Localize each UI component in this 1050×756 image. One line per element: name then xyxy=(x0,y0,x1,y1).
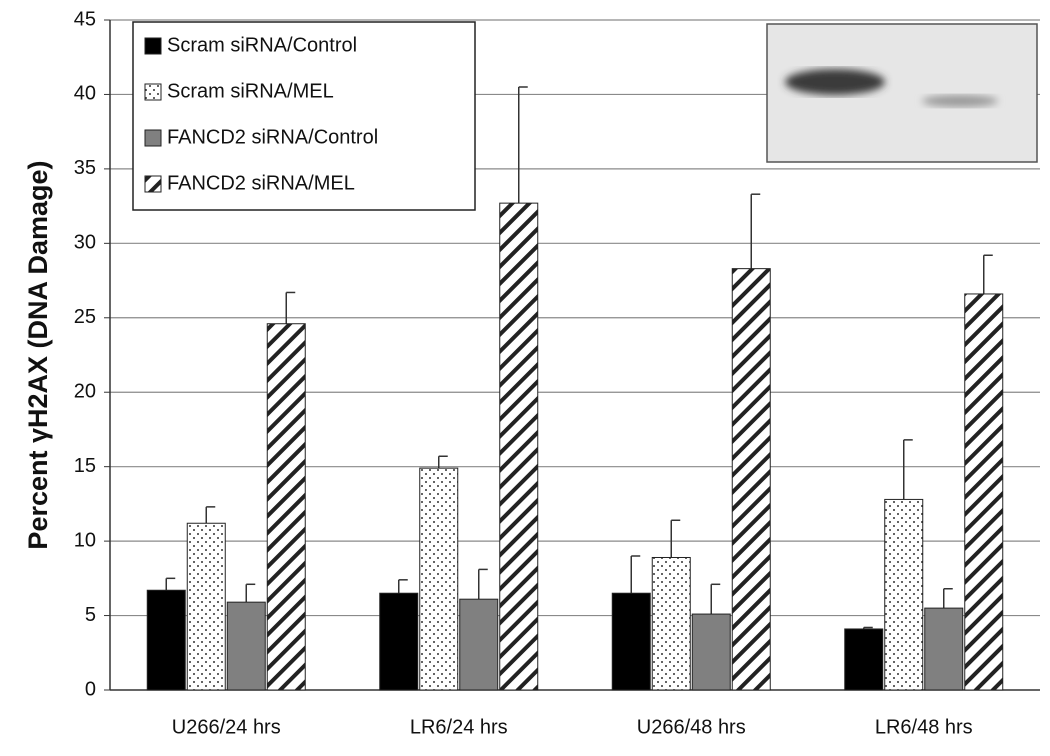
bar xyxy=(419,467,459,691)
bar xyxy=(691,613,731,691)
y-tick-label: 40 xyxy=(74,83,96,105)
legend-box xyxy=(132,21,476,211)
bar xyxy=(499,202,539,691)
legend-swatch xyxy=(144,83,162,101)
bar xyxy=(731,268,771,691)
legend-swatch xyxy=(144,175,162,193)
x-tick-label: LR6/24 hrs xyxy=(410,716,508,738)
y-tick-label: 45 xyxy=(74,8,96,30)
bar xyxy=(459,598,499,691)
legend-label: Scram siRNA/Control xyxy=(167,34,357,56)
x-tick-label: U266/24 hrs xyxy=(172,716,281,738)
x-tick-label: U266/48 hrs xyxy=(637,716,746,738)
bar xyxy=(844,628,884,691)
bar xyxy=(266,323,306,691)
y-tick-label: 10 xyxy=(74,529,96,551)
bar xyxy=(964,293,1004,691)
y-tick-label: 25 xyxy=(74,306,96,328)
bar xyxy=(146,589,186,691)
y-tick-label: 15 xyxy=(74,455,96,477)
y-tick-label: 20 xyxy=(74,381,96,403)
y-tick-label: 30 xyxy=(74,232,96,254)
bar xyxy=(226,601,266,691)
legend-label: Scram siRNA/MEL xyxy=(167,80,334,102)
legend-swatch xyxy=(144,37,162,55)
bar xyxy=(611,592,651,691)
inset-blot xyxy=(766,23,1038,163)
y-tick-label: 0 xyxy=(85,678,96,700)
bar xyxy=(651,556,691,691)
bar xyxy=(884,498,924,691)
bar xyxy=(379,592,419,691)
y-tick-label: 5 xyxy=(85,604,96,626)
y-axis-label: Percent γH2AX (DNA Damage) xyxy=(23,160,53,549)
x-tick-label: LR6/48 hrs xyxy=(875,716,973,738)
bar xyxy=(186,522,226,691)
legend-swatch xyxy=(144,129,162,147)
legend-label: FANCD2 siRNA/MEL xyxy=(167,172,355,194)
legend-label: FANCD2 siRNA/Control xyxy=(167,126,378,148)
y-tick-label: 35 xyxy=(74,157,96,179)
bar xyxy=(924,607,964,691)
